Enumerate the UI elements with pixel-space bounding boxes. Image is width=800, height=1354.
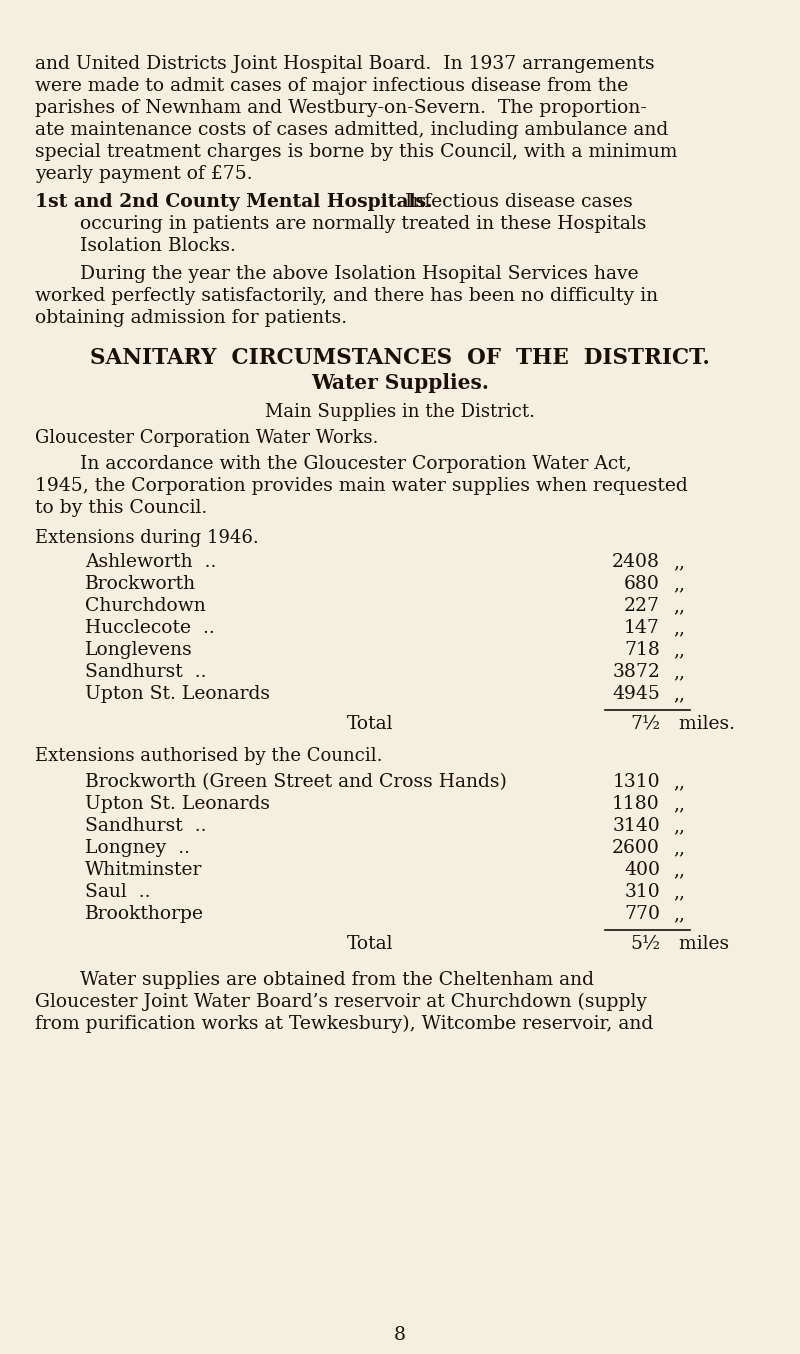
Text: 770: 770 [624,904,660,923]
Text: 1310: 1310 [612,773,660,791]
Text: ,,: ,, [673,619,685,636]
Text: 400: 400 [624,861,660,879]
Text: Isolation Blocks.: Isolation Blocks. [80,237,236,255]
Text: Extensions during 1946.: Extensions during 1946. [35,529,258,547]
Text: parishes of Newnham and Westbury-on-Severn.  The proportion-: parishes of Newnham and Westbury-on-Seve… [35,99,647,116]
Text: ,,: ,, [673,685,685,703]
Text: yearly payment of £75.: yearly payment of £75. [35,165,253,183]
Text: 1945, the Corporation provides main water supplies when requested: 1945, the Corporation provides main wate… [35,477,688,496]
Text: Hucclecote  ..: Hucclecote .. [85,619,214,636]
Text: special treatment charges is borne by this Council, with a minimum: special treatment charges is borne by th… [35,144,678,161]
Text: Ashleworth  ..: Ashleworth .. [85,552,216,571]
Text: Water supplies are obtained from the Cheltenham and: Water supplies are obtained from the Che… [80,971,594,988]
Text: 1st and 2nd County Mental Hospitals.: 1st and 2nd County Mental Hospitals. [35,194,433,211]
Text: miles.: miles. [673,715,735,733]
Text: Saul  ..: Saul .. [85,883,150,900]
Text: Infectious disease cases: Infectious disease cases [393,194,633,211]
Text: Brockworth (Green Street and Cross Hands): Brockworth (Green Street and Cross Hands… [85,773,507,791]
Text: ,,: ,, [673,816,685,835]
Text: were made to admit cases of major infectious disease from the: were made to admit cases of major infect… [35,77,628,95]
Text: SANITARY  CIRCUMSTANCES  OF  THE  DISTRICT.: SANITARY CIRCUMSTANCES OF THE DISTRICT. [90,347,710,370]
Text: 2408: 2408 [612,552,660,571]
Text: 5½: 5½ [630,936,660,953]
Text: Brockworth: Brockworth [85,575,196,593]
Text: ,,: ,, [673,773,685,791]
Text: Upton St. Leonards: Upton St. Leonards [85,795,270,812]
Text: 4945: 4945 [612,685,660,703]
Text: 680: 680 [624,575,660,593]
Text: 1180: 1180 [612,795,660,812]
Text: Longlevens: Longlevens [85,640,193,659]
Text: Water Supplies.: Water Supplies. [311,372,489,393]
Text: Sandhurst  ..: Sandhurst .. [85,816,206,835]
Text: from purification works at Tewkesbury), Witcombe reservoir, and: from purification works at Tewkesbury), … [35,1016,654,1033]
Text: During the year the above Isolation Hsopital Services have: During the year the above Isolation Hsop… [80,265,638,283]
Text: ,,: ,, [673,883,685,900]
Text: ,,: ,, [673,795,685,812]
Text: 227: 227 [624,597,660,615]
Text: ,,: ,, [673,861,685,879]
Text: Main Supplies in the District.: Main Supplies in the District. [265,403,535,421]
Text: Churchdown: Churchdown [85,597,206,615]
Text: Gloucester Corporation Water Works.: Gloucester Corporation Water Works. [35,429,378,447]
Text: miles: miles [673,936,729,953]
Text: Total: Total [346,715,394,733]
Text: Brookthorpe: Brookthorpe [85,904,204,923]
Text: Sandhurst  ..: Sandhurst .. [85,663,206,681]
Text: 2600: 2600 [612,839,660,857]
Text: obtaining admission for patients.: obtaining admission for patients. [35,309,347,328]
Text: ate maintenance costs of cases admitted, including ambulance and: ate maintenance costs of cases admitted,… [35,121,668,139]
Text: Upton St. Leonards: Upton St. Leonards [85,685,270,703]
Text: to by this Council.: to by this Council. [35,500,207,517]
Text: 147: 147 [624,619,660,636]
Text: ,,: ,, [673,597,685,615]
Text: ,,: ,, [673,575,685,593]
Text: 7½: 7½ [630,715,660,733]
Text: ,,: ,, [673,640,685,659]
Text: worked perfectly satisfactorily, and there has been no difficulty in: worked perfectly satisfactorily, and the… [35,287,658,305]
Text: 718: 718 [624,640,660,659]
Text: ,,: ,, [673,904,685,923]
Text: 8: 8 [394,1326,406,1345]
Text: occuring in patients are normally treated in these Hospitals: occuring in patients are normally treate… [80,215,646,233]
Text: and United Districts Joint Hospital Board.  In 1937 arrangements: and United Districts Joint Hospital Boar… [35,56,654,73]
Text: 310: 310 [624,883,660,900]
Text: 3140: 3140 [612,816,660,835]
Text: Gloucester Joint Water Board’s reservoir at Churchdown (supply: Gloucester Joint Water Board’s reservoir… [35,992,647,1011]
Text: Total: Total [346,936,394,953]
Text: ,,: ,, [673,839,685,857]
Text: Whitminster: Whitminster [85,861,202,879]
Text: ,,: ,, [673,552,685,571]
Text: Extensions authorised by the Council.: Extensions authorised by the Council. [35,747,382,765]
Text: Longney  ..: Longney .. [85,839,190,857]
Text: ,,: ,, [673,663,685,681]
Text: 3872: 3872 [612,663,660,681]
Text: In accordance with the Gloucester Corporation Water Act,: In accordance with the Gloucester Corpor… [80,455,632,473]
